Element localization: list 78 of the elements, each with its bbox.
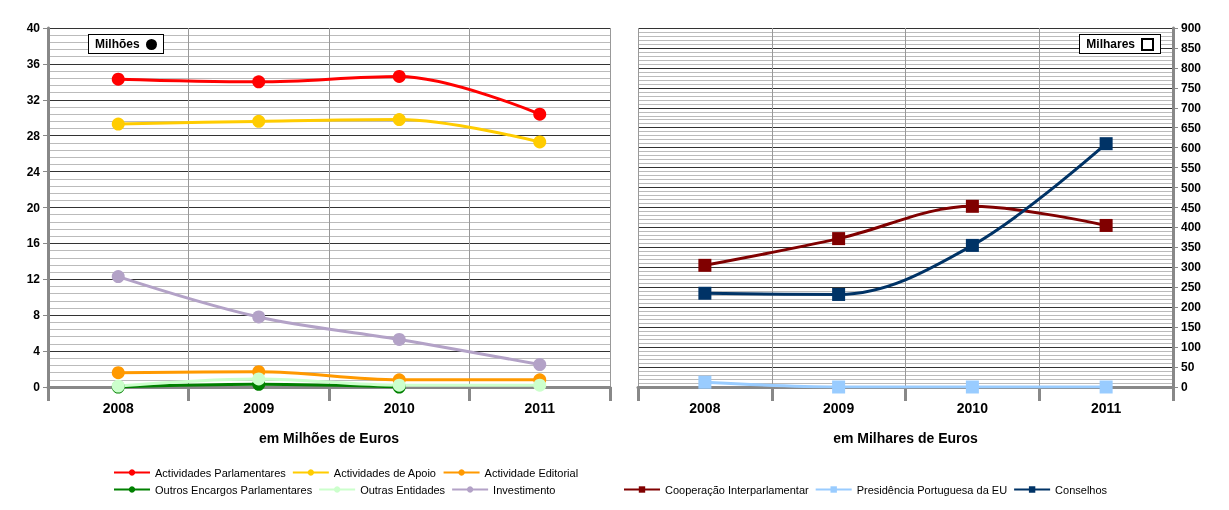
point [252, 114, 266, 128]
point [111, 270, 125, 284]
point [533, 107, 547, 121]
point [965, 238, 979, 252]
y-tick-label: 36 [26, 56, 41, 71]
point [832, 380, 846, 394]
y-tick-label: 28 [26, 128, 41, 143]
point [965, 199, 979, 213]
point [533, 358, 547, 372]
point [252, 310, 266, 324]
y-tick-label: 0 [33, 380, 41, 394]
y-tick-label: 700 [1181, 100, 1202, 115]
point [698, 375, 712, 389]
legend-label: Outros Encargos Parlamentares [155, 483, 313, 496]
x-axis-title: em Milhares de Euros [833, 430, 979, 446]
point [832, 287, 846, 301]
y-tick-label: 50 [1181, 360, 1195, 375]
point [392, 332, 406, 346]
point [392, 69, 406, 83]
x-tick-label: 2008 [102, 400, 135, 416]
y-tick-label: 550 [1181, 160, 1202, 175]
point [111, 72, 125, 86]
y-tick-label: 0 [1181, 380, 1188, 394]
point [252, 372, 266, 386]
y-tick-label: 600 [1181, 140, 1202, 155]
point [965, 380, 979, 394]
point [1099, 218, 1113, 232]
point [392, 113, 406, 127]
y-tick-label: 150 [1181, 320, 1202, 335]
y-tick-label: 100 [1181, 340, 1202, 355]
y-tick-label: 32 [26, 92, 41, 107]
x-tick-label: 2011 [524, 400, 556, 416]
y-tick-label: 40 [26, 21, 41, 35]
y-tick-label: 300 [1181, 260, 1202, 275]
point [698, 258, 712, 272]
y-tick-label: 4 [33, 344, 41, 359]
point [533, 378, 547, 392]
legend-label: Presidência Portuguesa da EU [856, 483, 1008, 496]
y-tick-label: 12 [26, 272, 41, 287]
point [111, 366, 125, 380]
legend-label: Actividades Parlamentares [155, 466, 287, 479]
x-tick-label: 2011 [1090, 400, 1122, 416]
legend-label: Actividades de Apoio [333, 466, 436, 479]
x-tick-label: 2010 [956, 400, 989, 416]
annotation: Milhares [1086, 37, 1135, 51]
point [111, 117, 125, 131]
x-tick-label: 2009 [243, 400, 275, 416]
y-tick-label: 900 [1181, 21, 1202, 35]
y-tick-label: 20 [26, 200, 41, 215]
y-tick-label: 24 [26, 164, 41, 179]
x-tick-label: 2009 [823, 400, 855, 416]
y-tick-label: 400 [1181, 220, 1202, 235]
point [1099, 137, 1113, 151]
y-tick-label: 800 [1181, 60, 1202, 75]
y-tick-label: 500 [1181, 180, 1202, 195]
x-tick-label: 2008 [689, 400, 721, 416]
y-tick-label: 450 [1181, 200, 1202, 215]
point [698, 286, 712, 300]
x-axis-title: em Milhões de Euros [258, 430, 400, 446]
legend-label: Investimento [493, 483, 556, 496]
point [252, 75, 266, 89]
y-tick-label: 200 [1181, 300, 1202, 315]
y-tick-label: 850 [1181, 40, 1202, 55]
legend-label: Cooperação Interparlamentar [665, 483, 810, 496]
y-tick-label: 350 [1181, 240, 1202, 255]
point [533, 135, 547, 149]
y-tick-label: 8 [33, 308, 41, 323]
legend-label: Actividade Editorial [484, 466, 579, 479]
annotation: Milhões [95, 37, 140, 51]
point [1099, 380, 1113, 394]
legend-label: Conselhos [1055, 483, 1108, 496]
y-tick-label: 16 [26, 236, 41, 251]
point [832, 232, 846, 246]
x-tick-label: 2010 [383, 400, 416, 416]
y-tick-label: 250 [1181, 280, 1202, 295]
legend-label: Outras Entidades [360, 483, 446, 496]
y-tick-label: 750 [1181, 80, 1202, 95]
y-tick-label: 650 [1181, 120, 1202, 135]
